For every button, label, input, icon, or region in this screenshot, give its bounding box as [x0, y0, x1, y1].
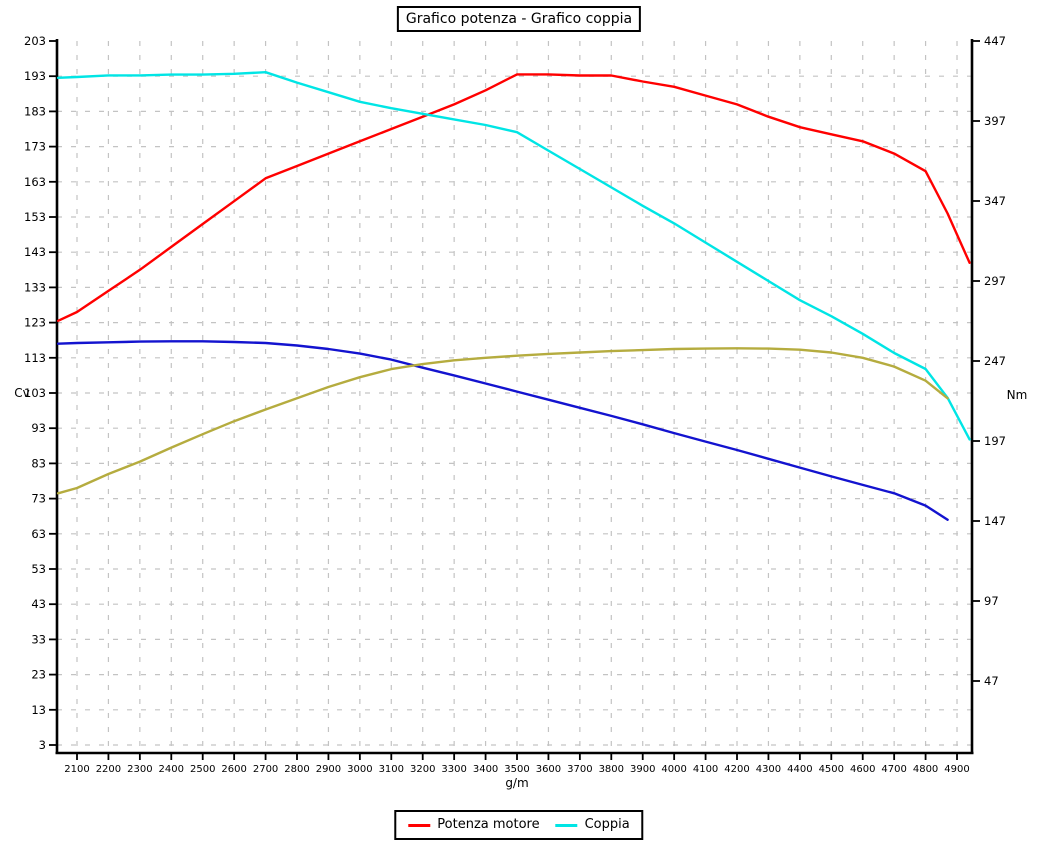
- x-tick-label: 3700: [567, 764, 592, 775]
- axes: [49, 39, 980, 760]
- legend: Potenza motore Coppia: [394, 810, 644, 840]
- x-tick-label: 4700: [881, 764, 906, 775]
- right-tick-label: 47: [984, 674, 999, 688]
- x-tick-label: 3100: [379, 764, 404, 775]
- x-tick-label: 3600: [536, 764, 561, 775]
- chart-title: Grafico potenza - Grafico coppia: [396, 6, 642, 32]
- left-tick-label: 143: [24, 245, 46, 259]
- x-tick-label: 4300: [756, 764, 781, 775]
- legend-item: Coppia: [555, 817, 630, 833]
- left-tick-label: 163: [24, 175, 46, 189]
- left-tick-label: 83: [31, 456, 46, 470]
- left-tick-label: 153: [24, 210, 46, 224]
- series-lines: [56, 70, 971, 521]
- left-tick-label: 3: [39, 738, 46, 752]
- x-tick-label: 4800: [913, 764, 938, 775]
- left-tick-label: 173: [24, 140, 46, 154]
- legend-swatch: [408, 823, 431, 827]
- x-tick-label: 2100: [64, 764, 89, 775]
- left-tick-label: 63: [31, 527, 46, 541]
- right-tick-label: 397: [984, 114, 1006, 128]
- left-tick-label: 193: [24, 69, 46, 83]
- tick-labels-x: 2100 2200 2300 2400 2500 2600 2700 2800 2900 3000…: [64, 764, 969, 775]
- left-tick-label: 103: [24, 386, 46, 400]
- left-tick-label: 133: [24, 280, 46, 294]
- right-tick-label: 147: [984, 514, 1006, 528]
- left-tick-label: 203: [24, 34, 46, 48]
- left-tick-label: 43: [31, 597, 46, 611]
- legend-label: Coppia: [584, 817, 630, 832]
- x-tick-label: 2900: [316, 764, 341, 775]
- left-tick-label: 73: [31, 492, 46, 506]
- left-tick-label: 53: [31, 562, 46, 576]
- series-line-coppia: [56, 70, 971, 441]
- x-tick-label: 4000: [661, 764, 686, 775]
- x-tick-label: 3400: [473, 764, 498, 775]
- x-tick-label: 3800: [599, 764, 624, 775]
- x-tick-label: 2200: [96, 764, 121, 775]
- x-tick-label: 2800: [284, 764, 309, 775]
- x-tick-label: 2700: [253, 764, 278, 775]
- tick-labels-left: 2031931831731631531431331231131039383736…: [24, 34, 46, 752]
- right-tick-label: 447: [984, 34, 1006, 48]
- x-tick-label: 4500: [819, 764, 844, 775]
- power-torque-chart: 2031931831731631531431331231131039383736…: [14, 34, 1028, 790]
- x-tick-label: 2400: [159, 764, 184, 775]
- x-tick-label: 4100: [693, 764, 718, 775]
- y-axis-label-left: Cv: [14, 386, 29, 400]
- series-line-potenza-motore: [56, 73, 971, 322]
- left-tick-label: 33: [31, 632, 46, 646]
- legend-label: Potenza motore: [437, 817, 540, 832]
- x-tick-label: 3300: [441, 764, 466, 775]
- x-tick-label: 3500: [504, 764, 529, 775]
- legend-swatch: [555, 823, 578, 827]
- series-line-unlabeled-2: [56, 340, 949, 521]
- x-tick-label: 2500: [190, 764, 215, 775]
- left-tick-label: 13: [31, 703, 46, 717]
- x-tick-label: 3900: [630, 764, 655, 775]
- right-tick-label: 297: [984, 274, 1006, 288]
- legend-item: Potenza motore: [408, 817, 540, 833]
- x-tick-label: 4400: [787, 764, 812, 775]
- left-tick-label: 113: [24, 351, 46, 365]
- right-tick-label: 247: [984, 354, 1006, 368]
- x-tick-label: 3000: [347, 764, 372, 775]
- right-tick-label: 197: [984, 434, 1006, 448]
- x-tick-label: 2600: [221, 764, 246, 775]
- right-tick-label: 347: [984, 194, 1006, 208]
- series-line-unlabeled-3: [56, 347, 949, 495]
- left-tick-label: 183: [24, 104, 46, 118]
- x-axis-label: g/m: [505, 776, 528, 790]
- x-tick-label: 4600: [850, 764, 875, 775]
- left-tick-label: 93: [31, 421, 46, 435]
- x-tick-label: 2300: [127, 764, 152, 775]
- right-tick-label: 97: [984, 594, 999, 608]
- x-tick-label: 4900: [944, 764, 969, 775]
- tick-labels-right: 447 397 347 297 247 197 147 97 47: [984, 34, 1006, 688]
- grid-lines: [57, 41, 972, 753]
- x-tick-label: 4200: [724, 764, 749, 775]
- left-tick-label: 23: [31, 668, 46, 682]
- y-axis-label-right: Nm: [1007, 388, 1028, 402]
- x-tick-label: 3200: [410, 764, 435, 775]
- left-tick-label: 123: [24, 316, 46, 330]
